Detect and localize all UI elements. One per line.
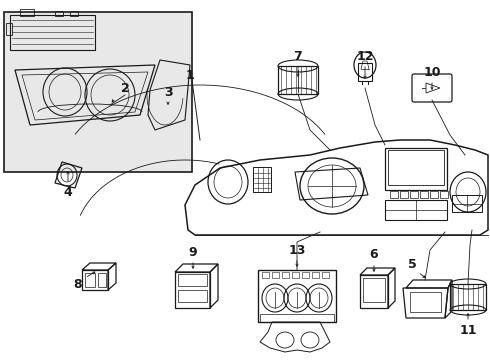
Bar <box>253 167 271 192</box>
Bar <box>20 9 34 16</box>
Bar <box>385 200 447 220</box>
Bar <box>292 272 299 278</box>
Bar <box>260 314 334 322</box>
FancyBboxPatch shape <box>412 74 452 102</box>
Bar <box>390 191 398 198</box>
Text: 1: 1 <box>186 68 195 81</box>
Text: 3: 3 <box>164 86 172 99</box>
Bar <box>385 148 447 190</box>
Text: 6: 6 <box>369 248 378 261</box>
Text: 11: 11 <box>459 324 477 337</box>
Bar <box>70 11 78 16</box>
Text: 10: 10 <box>423 66 441 78</box>
Text: 7: 7 <box>294 50 302 63</box>
Bar <box>85 273 95 287</box>
Bar <box>420 191 428 198</box>
Bar <box>358 63 372 81</box>
Bar <box>302 272 309 278</box>
Bar <box>282 272 289 278</box>
Bar <box>388 150 444 185</box>
Text: 2: 2 <box>121 81 129 95</box>
Text: 9: 9 <box>189 246 197 258</box>
Bar <box>410 191 418 198</box>
Bar <box>322 272 329 278</box>
Bar <box>278 66 318 94</box>
Bar <box>450 284 486 310</box>
Bar <box>262 272 269 278</box>
Bar <box>178 274 207 286</box>
Bar <box>4 12 192 172</box>
Bar <box>430 191 438 198</box>
Text: 8: 8 <box>74 278 82 291</box>
Bar <box>178 290 207 302</box>
Bar <box>272 272 279 278</box>
Bar <box>55 11 63 16</box>
Bar <box>400 191 408 198</box>
Text: 13: 13 <box>288 243 306 256</box>
Bar <box>440 191 448 198</box>
Bar <box>410 292 441 312</box>
Bar <box>312 272 319 278</box>
Bar <box>6 23 12 35</box>
Text: 12: 12 <box>356 50 374 63</box>
Bar <box>258 270 336 322</box>
Text: 5: 5 <box>408 257 416 270</box>
Bar <box>363 278 385 302</box>
Text: 4: 4 <box>64 185 73 198</box>
Bar <box>98 273 106 287</box>
Bar <box>452 195 482 212</box>
